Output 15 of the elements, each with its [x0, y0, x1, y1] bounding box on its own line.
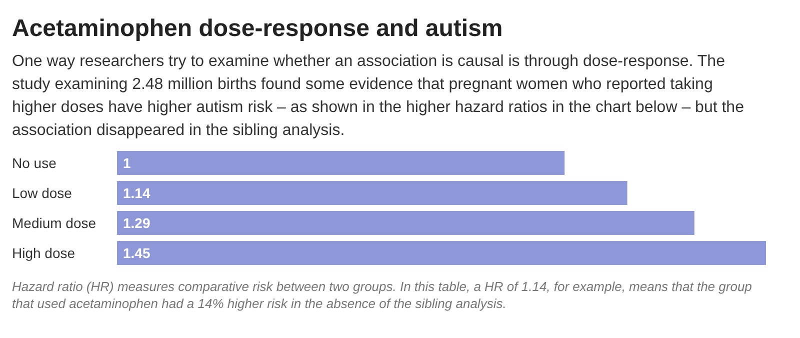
y-tick-label: Medium dose — [12, 214, 96, 231]
bar — [117, 151, 565, 175]
chart-subtitle: One way researchers try to examine whether an association is causal is through dose-response. The study examining 2.48 million births found some evidence that pregnant women who reported taking higher doses have higher autism risk – as shown in the higher hazard ratios in the chart below – but the association disappeared in the sibling analysis. — [11, 52, 745, 141]
data-label: 1.29 — [123, 214, 150, 231]
y-tick-label: Low dose — [12, 184, 72, 201]
text: Hazard ratio (HR) measures comparative risk between two groups. In this table, a HR of 1.14, for example, means that the group that used acetaminophen had a 14% higher risk in the absence of the sibling analysis. — [11, 278, 752, 312]
data-label: 1.14 — [123, 184, 150, 201]
bar — [117, 181, 628, 205]
bar — [117, 211, 694, 235]
y-tick-label: No use — [12, 154, 57, 171]
y-tick-label: High dose — [12, 244, 76, 261]
bar — [117, 241, 766, 265]
data-label: 1.45 — [123, 244, 150, 261]
chart-title: Acetaminophen dose-response and autism — [11, 14, 504, 44]
data-label: 1 — [123, 154, 131, 171]
